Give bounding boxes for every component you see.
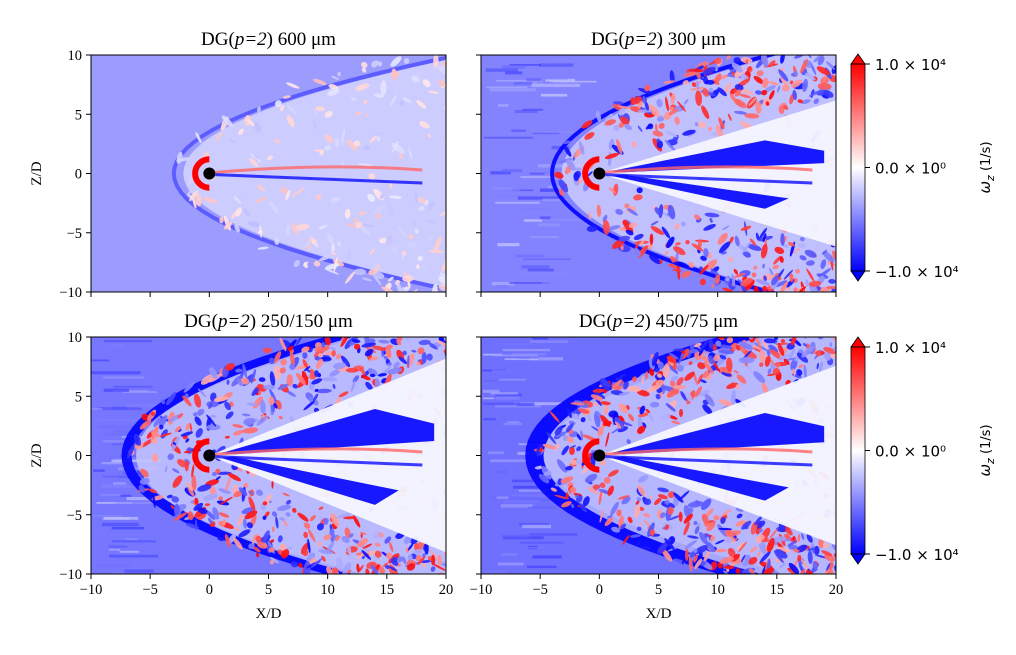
x-tick-label: 5	[655, 582, 662, 598]
colorbar-label: ωz (1/s)	[976, 424, 997, 476]
y-tick-label: 5	[75, 389, 82, 405]
x-tick-label: 10	[320, 582, 335, 598]
x-tick-label: −5	[532, 582, 547, 598]
colorbar-tick-label: 1.0 × 10⁴	[875, 56, 946, 74]
x-tick-label: 15	[380, 582, 395, 598]
x-tick-label: −10	[80, 582, 103, 598]
y-tick-label: 10	[68, 330, 83, 346]
y-tick-label: 10	[68, 48, 83, 64]
x-tick-label: 20	[439, 582, 454, 598]
colorbar-2: 1.0 × 10⁴ 0.0 × 10⁰ −1.0 × 10⁴ ωz (1/s)	[850, 336, 997, 565]
colorbar-tick-label: 1.0 × 10⁴	[875, 339, 946, 357]
colorbar-tick-label: −1.0 × 10⁴	[875, 263, 959, 281]
colorbar-1: 1.0 × 10⁴ 0.0 × 10⁰ −1.0 × 10⁴ ωz (1/s)	[850, 53, 997, 282]
cylinder-marker	[593, 167, 606, 180]
cylinder-marker	[203, 167, 216, 180]
x-tick-label: 10	[710, 582, 725, 598]
vorticity-field-3	[91, 337, 446, 574]
panel-title: DG(p=2) 250/150 μm	[184, 311, 353, 332]
vorticity-field-1	[91, 55, 446, 292]
y-tick-label: −5	[67, 226, 82, 242]
vorticity-field-4	[481, 337, 836, 574]
cylinder-marker	[593, 449, 606, 462]
colorbar-tick-label: 0.0 × 10⁰	[875, 443, 946, 461]
y-tick-label: 5	[75, 107, 82, 123]
panel-title: DG(p=2) 600 μm	[201, 29, 336, 50]
y-tick-label: −10	[59, 567, 82, 583]
colorbar-tick-label: −1.0 × 10⁴	[875, 546, 959, 564]
y-axis-label: Z/D	[29, 161, 45, 185]
colorbar-tick-label: 0.0 × 10⁰	[875, 160, 946, 178]
x-tick-label: −10	[470, 582, 493, 598]
y-tick-label: 0	[75, 449, 82, 465]
x-tick-label: 5	[265, 582, 272, 598]
y-axis-label: Z/D	[29, 443, 45, 467]
x-axis-label: X/D	[646, 606, 672, 622]
vorticity-field-2	[481, 55, 836, 292]
y-tick-label: −10	[59, 285, 82, 301]
x-tick-label: 0	[206, 582, 213, 598]
x-tick-label: 15	[770, 582, 785, 598]
panel-title: DG(p=2) 450/75 μm	[579, 311, 738, 332]
panel-title: DG(p=2) 300 μm	[591, 29, 726, 50]
y-tick-label: 0	[75, 167, 82, 183]
x-tick-label: 20	[829, 582, 844, 598]
colorbar-label: ωz (1/s)	[976, 141, 997, 193]
x-axis-label: X/D	[256, 606, 282, 622]
x-tick-label: −5	[142, 582, 157, 598]
x-tick-label: 0	[596, 582, 603, 598]
y-tick-label: −5	[67, 508, 82, 524]
cylinder-marker	[203, 449, 216, 462]
